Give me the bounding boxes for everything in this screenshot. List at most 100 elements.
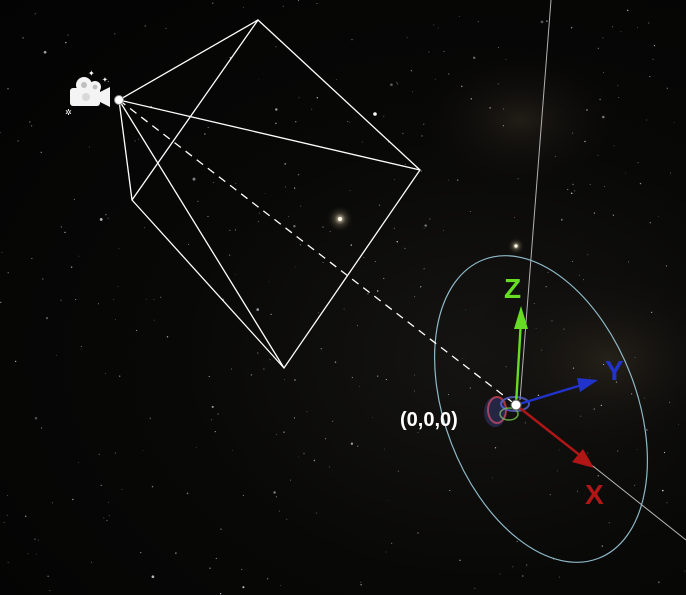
star: [43, 50, 47, 54]
star: [360, 584, 362, 586]
star: [570, 192, 573, 195]
star: [335, 79, 337, 80]
star: [587, 452, 589, 454]
star: [214, 430, 216, 433]
star: [589, 183, 591, 186]
star: [7, 495, 8, 496]
star: [114, 33, 116, 35]
star: [298, 456, 299, 458]
star: [653, 44, 656, 47]
star: [280, 585, 281, 586]
star: [602, 37, 604, 39]
star: [377, 290, 379, 292]
star: [322, 261, 324, 263]
rotate-ring-y[interactable]: [500, 396, 530, 412]
star: [212, 182, 214, 183]
origin-point[interactable]: [510, 399, 522, 411]
star: [602, 115, 605, 119]
star: [472, 56, 476, 60]
star: [377, 375, 379, 377]
star: [571, 132, 574, 134]
star: [459, 559, 461, 562]
star: [329, 466, 331, 468]
camera-icon[interactable]: ✦ ✦ ✲: [65, 69, 110, 117]
star: [434, 78, 436, 80]
bright-star: [338, 217, 342, 221]
star: [242, 586, 245, 589]
rotate-ring-z[interactable]: [499, 407, 519, 421]
star: [229, 56, 231, 59]
star: [603, 363, 605, 365]
star: [0, 132, 1, 134]
star: [73, 198, 76, 201]
star: [613, 145, 615, 147]
star: [275, 496, 277, 498]
star: [652, 58, 654, 60]
orbit-ring[interactable]: [394, 225, 686, 593]
nebula-glow: [460, 250, 686, 470]
star: [503, 108, 505, 110]
star: [383, 277, 385, 279]
star: [24, 515, 27, 518]
z-axis-handle[interactable]: [514, 319, 523, 406]
star: [278, 510, 280, 512]
star: [617, 450, 619, 452]
star: [637, 27, 639, 28]
star: [356, 324, 359, 327]
star: [526, 564, 528, 566]
star: [412, 91, 414, 93]
star: [235, 182, 237, 184]
star: [417, 532, 419, 534]
star: [284, 163, 286, 165]
star: [649, 221, 652, 224]
star: [537, 394, 540, 397]
star: [207, 215, 209, 218]
star: [108, 515, 110, 517]
star: [384, 448, 386, 450]
star: [428, 51, 430, 53]
star: [551, 320, 553, 322]
star: [443, 230, 445, 232]
star: [546, 20, 548, 22]
transform-gizmo[interactable]: [484, 306, 598, 468]
y-axis-handle[interactable]: [515, 382, 586, 407]
gizmo-highlight: [484, 397, 506, 427]
z-axis-arrow[interactable]: [514, 306, 528, 329]
star: [424, 224, 427, 227]
star: [192, 177, 196, 181]
camera-position-handle[interactable]: [114, 95, 124, 105]
y-axis-arrow[interactable]: [577, 378, 598, 392]
star: [469, 210, 471, 213]
star: [604, 185, 606, 187]
x-axis-label: X: [585, 479, 604, 510]
star: [615, 381, 618, 383]
star: [318, 312, 320, 314]
star: [570, 27, 573, 29]
camera-frustum[interactable]: [118, 19, 517, 406]
star: [497, 83, 499, 85]
star: [334, 361, 337, 363]
star: [275, 122, 277, 125]
star: [343, 308, 345, 310]
star: [489, 107, 491, 109]
star: [235, 274, 236, 275]
star: [294, 379, 296, 381]
star: [282, 5, 284, 7]
star: [99, 217, 103, 221]
x-axis-handle[interactable]: [515, 404, 587, 461]
star: [107, 80, 109, 83]
star: [90, 561, 92, 563]
star: [477, 21, 479, 23]
star: [316, 97, 318, 99]
star: [631, 393, 633, 395]
star: [608, 522, 610, 524]
x-axis-arrow[interactable]: [572, 449, 594, 468]
origin-label: (0,0,0): [400, 409, 458, 431]
star: [134, 140, 136, 142]
star: [649, 76, 651, 78]
star: [153, 298, 155, 300]
star: [293, 417, 295, 419]
star: [593, 408, 595, 410]
